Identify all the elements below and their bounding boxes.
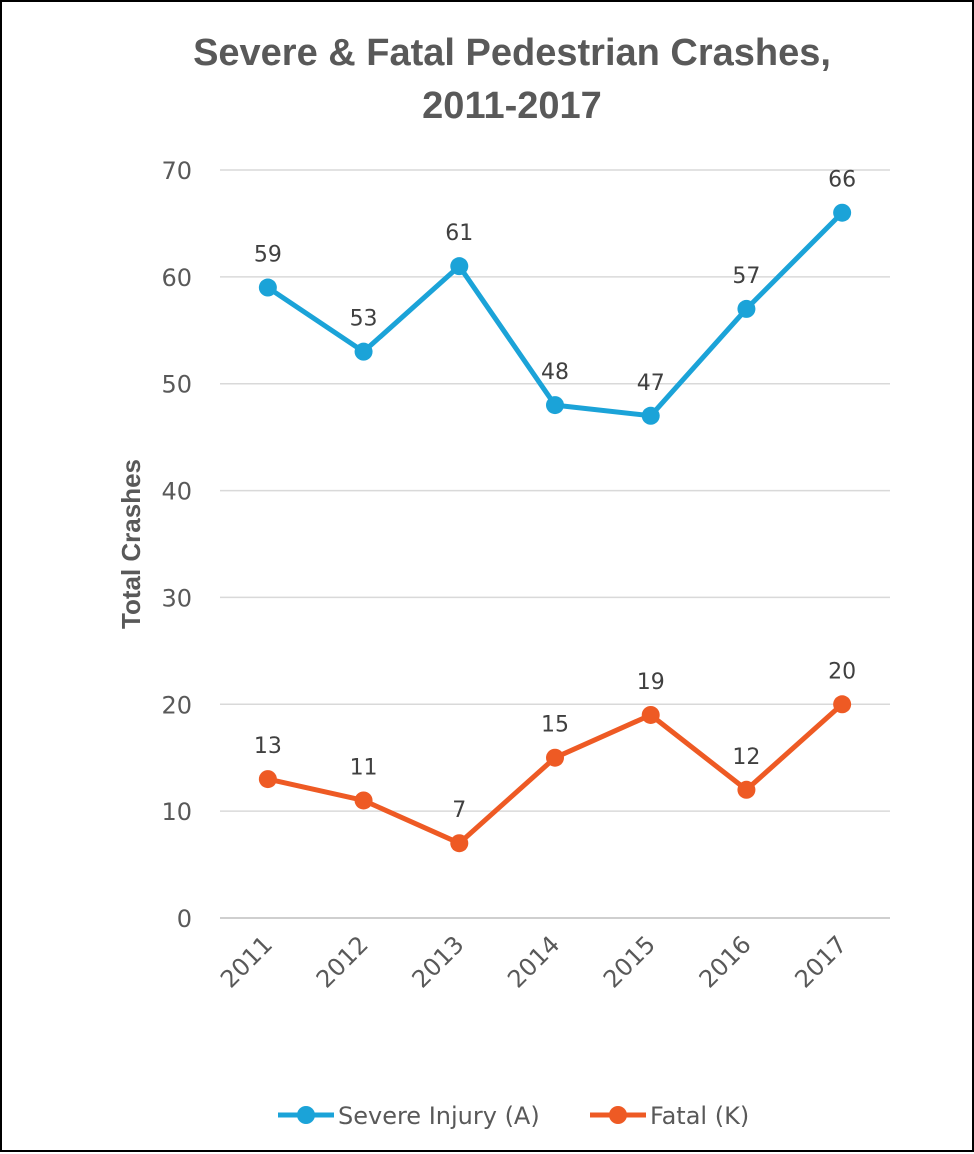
data-label: 11 <box>350 755 378 780</box>
series-group: 59 53 61 48 47 57 66 13 11 7 15 19 12 20 <box>254 168 856 853</box>
x-axis-ticks: 2011 2012 2013 2014 2015 2016 2017 <box>215 930 852 993</box>
data-label: 59 <box>254 243 282 268</box>
data-label: 19 <box>637 670 665 695</box>
data-point <box>258 278 277 297</box>
data-label: 48 <box>541 360 569 385</box>
data-point <box>258 770 277 789</box>
data-label: 61 <box>445 221 473 246</box>
data-label: 20 <box>828 659 856 684</box>
data-point <box>546 748 564 767</box>
data-label: 15 <box>541 713 569 738</box>
y-tick-label: 40 <box>161 478 192 506</box>
data-point <box>450 257 469 276</box>
x-tick-label: 2012 <box>311 930 374 993</box>
y-tick-label: 50 <box>161 371 192 399</box>
y-tick-label: 0 <box>177 905 192 933</box>
y-tick-label: 70 <box>161 157 192 185</box>
legend-label: Severe Injury (A) <box>338 1102 540 1130</box>
data-label: 12 <box>732 745 760 770</box>
data-label: 7 <box>452 798 466 823</box>
legend-swatch-marker <box>609 1106 627 1124</box>
data-point <box>641 406 660 425</box>
y-tick-label: 60 <box>161 264 192 292</box>
x-tick-label: 2011 <box>215 930 278 993</box>
data-point <box>737 780 756 799</box>
series-1: 13 11 7 15 19 12 20 <box>254 659 856 853</box>
data-label: 66 <box>828 168 856 193</box>
data-label: 13 <box>254 734 282 759</box>
data-point <box>737 299 756 318</box>
legend: Severe Injury (A) Fatal (K) <box>278 1102 749 1130</box>
x-tick-label: 2017 <box>789 930 852 993</box>
x-tick-label: 2015 <box>598 930 661 993</box>
data-point <box>641 705 660 724</box>
data-label: 47 <box>637 371 665 396</box>
y-axis-ticks: 0 10 20 30 40 50 60 70 <box>161 157 192 933</box>
data-label: 57 <box>732 264 760 289</box>
data-label: 53 <box>350 307 378 332</box>
legend-swatch-marker <box>297 1106 315 1124</box>
y-axis-label: Total Crashes <box>116 459 146 629</box>
x-tick-label: 2016 <box>694 930 757 993</box>
y-tick-label: 30 <box>161 584 192 612</box>
series-0: 59 53 61 48 47 57 66 <box>254 168 856 425</box>
data-point <box>833 203 852 222</box>
legend-item-0: Severe Injury (A) <box>278 1102 540 1130</box>
gridlines <box>220 169 890 919</box>
chart-title-line-2: 2011-2017 <box>422 85 602 127</box>
y-tick-label: 20 <box>161 691 192 719</box>
data-point <box>833 695 852 714</box>
legend-label: Fatal (K) <box>650 1102 749 1130</box>
data-point <box>354 791 373 810</box>
x-tick-label: 2014 <box>502 930 565 993</box>
data-point <box>450 834 469 853</box>
y-tick-label: 10 <box>161 798 192 826</box>
data-point <box>354 342 373 361</box>
x-tick-label: 2013 <box>407 930 470 993</box>
chart-title-line-1: Severe & Fatal Pedestrian Crashes, <box>193 32 831 74</box>
data-point <box>546 396 564 415</box>
legend-item-1: Fatal (K) <box>590 1102 749 1130</box>
